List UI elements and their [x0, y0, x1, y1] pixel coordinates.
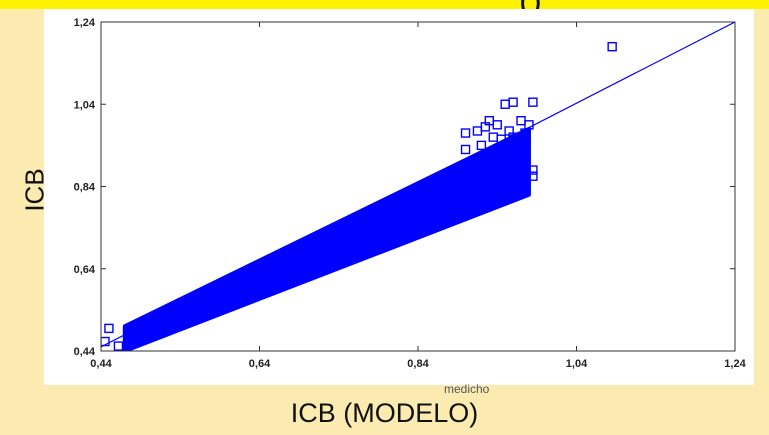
data-point: [504, 169, 514, 179]
data-point: [508, 97, 518, 107]
data-point: [476, 140, 487, 151]
data-point: [492, 120, 502, 130]
data-point: [607, 41, 617, 52]
x-tick-label: 1,04: [566, 358, 588, 370]
data-point: [516, 169, 526, 179]
data-point: [500, 99, 510, 109]
dense-point-band: [122, 126, 531, 351]
data-point: [516, 115, 526, 126]
y-tick-label: 0,64: [74, 264, 96, 276]
x-tick-label: 0,44: [90, 358, 112, 370]
data-point: [488, 132, 498, 142]
fit-line: [101, 22, 735, 348]
plot-panel: 0,44 0,64 0,84 1,04 1,24 0,44 0,64 0,84 1,04 1,24…: [44, 9, 754, 396]
data-point: [104, 323, 114, 334]
x-axis-label: ICB (MODELO): [290, 398, 479, 428]
data-point: [504, 153, 514, 163]
data-point: [460, 144, 471, 155]
y-axis-label: ICB: [19, 168, 50, 212]
data-point: [528, 165, 538, 175]
top-strip: [0, 0, 769, 9]
data-point: [472, 126, 483, 136]
data-point: [460, 128, 471, 138]
x-tick-label: 0,64: [249, 358, 271, 370]
data-point: [124, 333, 134, 344]
data-point: [113, 341, 124, 351]
x-tick-label: 1,24: [724, 358, 746, 370]
data-point: [484, 155, 495, 165]
data-point: [528, 171, 538, 181]
y-tick-label: 0,84: [74, 182, 96, 194]
data-point: [468, 157, 479, 167]
x-axis-inner-label: medicho: [444, 382, 490, 396]
y-tick-label: 0,44: [74, 346, 96, 358]
data-point: [488, 169, 498, 179]
y-tick-label: 1,04: [74, 99, 96, 111]
data-point: [528, 97, 538, 107]
data-point: [480, 122, 491, 132]
scatter-chart: 0,44 0,64 0,84 1,04 1,24 0,44 0,64 0,84 1,04 1,24: [74, 17, 747, 370]
data-point: [101, 336, 110, 347]
y-tick-label: 1,24: [74, 17, 96, 29]
data-point: [492, 144, 502, 155]
x-tick-label: 0,84: [407, 358, 429, 370]
